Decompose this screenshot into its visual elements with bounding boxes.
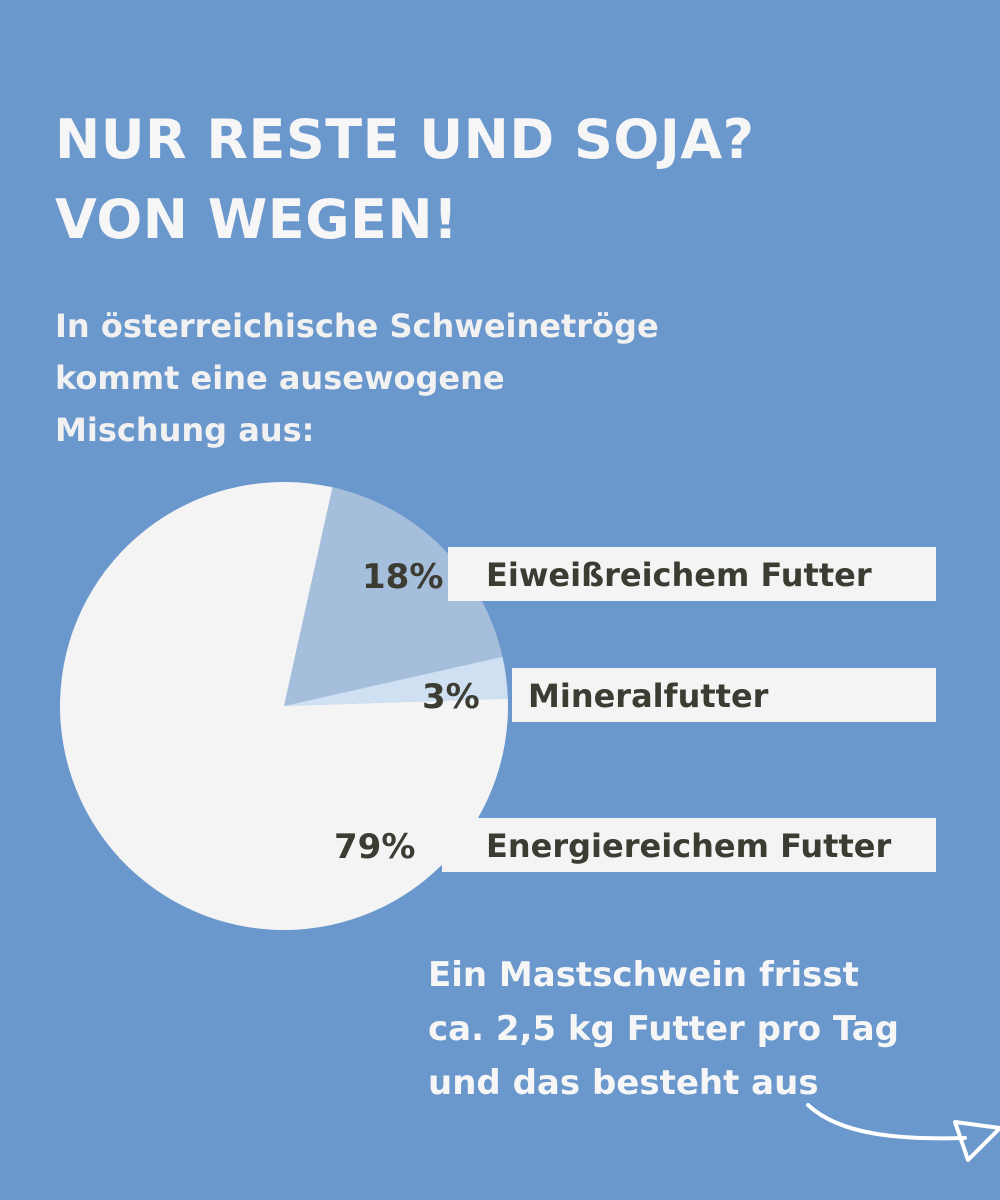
label-bar-protein: [448, 547, 936, 601]
footnote: Ein Mastschwein frisst ca. 2,5 kg Futter…: [428, 948, 899, 1110]
curved-arrow-icon: [806, 1103, 1000, 1162]
pie-slices: [60, 482, 509, 931]
subtitle-line-2: kommt eine ausewogene: [55, 359, 505, 397]
label-bar-mineral: [512, 668, 936, 722]
category-label-mineral: Mineralfutter: [528, 677, 769, 715]
footnote-line-1: Ein Mastschwein frisst: [428, 955, 859, 995]
subtitle-line-1: In österreichische Schweinetröge: [55, 307, 659, 345]
category-label-protein: Eiweißreichem Futter: [486, 556, 872, 594]
footnote-line-2: ca. 2,5 kg Futter pro Tag: [428, 1009, 900, 1049]
page-title: NUR RESTE UND SOJA? VON WEGEN!: [55, 100, 754, 260]
pie-slice-mineral: [284, 656, 508, 706]
category-label-energy: Energiereichem Futter: [486, 827, 891, 865]
footnote-line-3: und das besteht aus: [428, 1063, 819, 1103]
percent-label-energy: 79%: [334, 827, 415, 867]
percent-label-protein: 18%: [362, 557, 443, 597]
pie-slice-energy: [60, 482, 509, 931]
label-bar-energy: [442, 818, 936, 872]
subtitle: In österreichische Schweinetröge kommt e…: [55, 300, 659, 456]
pie-slice-protein: [284, 487, 503, 706]
title-line-1: NUR RESTE UND SOJA?: [55, 108, 755, 171]
subtitle-line-3: Mischung aus:: [55, 411, 315, 449]
title-line-2: VON WEGEN!: [55, 188, 459, 251]
percent-label-mineral: 3%: [422, 677, 480, 717]
